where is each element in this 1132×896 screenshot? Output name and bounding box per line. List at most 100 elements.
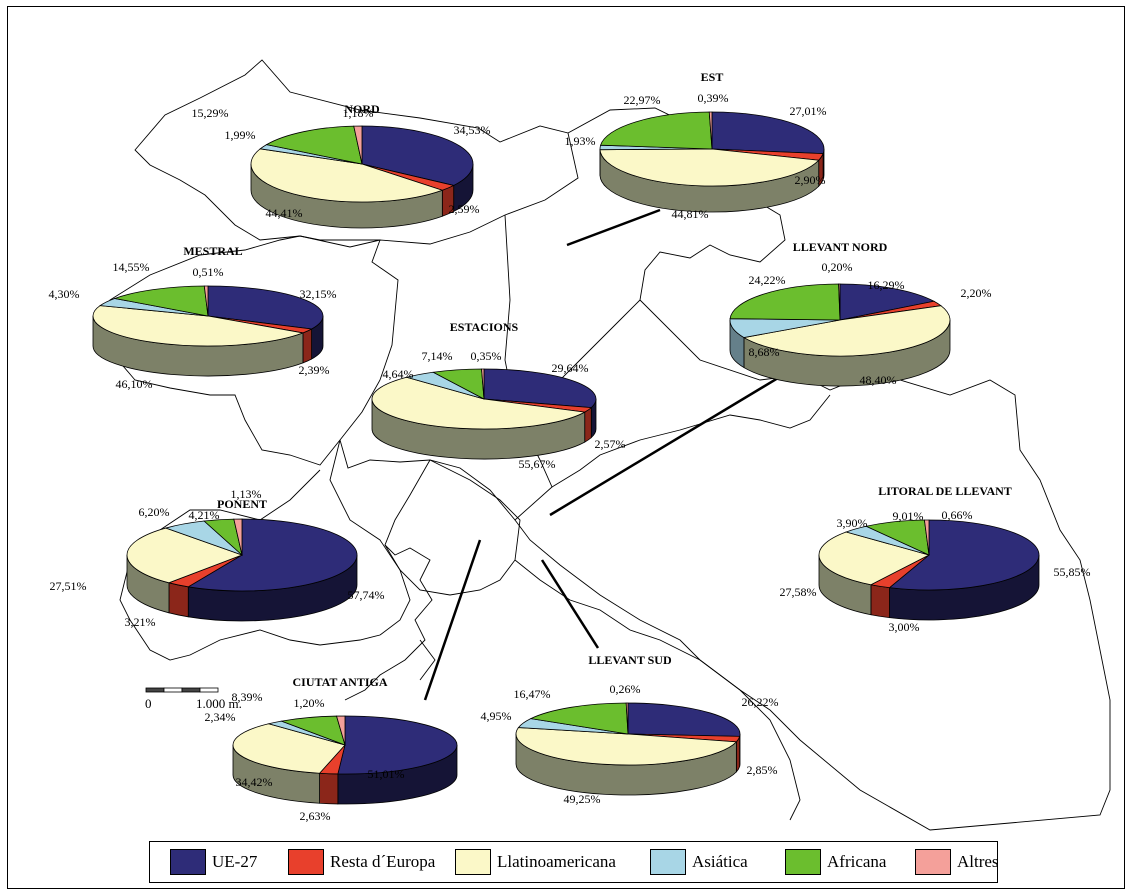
pie-nord: NORD 34,53% 2,59% 44,41% 1,99% 15,29% 1,18%: [192, 102, 491, 229]
pie-slice-africana: [729, 283, 841, 321]
pie-estacions: ESTACIONS 29,64% 2,57% 55,67% 4,64% 7,14% 0,35…: [371, 320, 626, 471]
pie-title: LLEVANT NORD: [793, 240, 888, 254]
pie-slice-llatinoamericana: [515, 727, 738, 766]
pie-title: CIUTAT ANTIGA: [292, 675, 387, 689]
leader-llevant-sud: [540, 559, 600, 649]
legend-label: Asiática: [692, 852, 748, 871]
pie-est: EST 27,01% 2,90% 44,81% 1,93% 22,97% 0,39%: [565, 70, 827, 221]
pie-title: PONENT: [217, 497, 267, 511]
pie-data-label: 27,58%: [780, 585, 817, 599]
pie-data-label: 51,01%: [368, 767, 405, 781]
pie-slice-llatinoamericana: [742, 305, 951, 357]
pie-data-label: 6,20%: [139, 505, 170, 519]
pie-slice-ue-27: [337, 715, 458, 775]
legend-swatch: [455, 849, 491, 875]
pie-data-label: 46,10%: [116, 377, 153, 391]
legend: UE-27 Resta d´Europa Llatinoamericana As…: [149, 841, 999, 883]
pie-data-label: 1,99%: [225, 128, 256, 142]
pie-slice-altres: [353, 125, 363, 165]
pie-data-label: 27,51%: [50, 579, 87, 593]
pie-slice-altres: [923, 519, 930, 556]
pie-data-label: 2,20%: [961, 286, 992, 300]
figure-frame: [7, 6, 1125, 889]
pie-data-label: 8,39%: [232, 690, 263, 704]
pie-slice-ue-27: [839, 283, 936, 321]
pie-side-resta-d-europa: [168, 582, 189, 618]
pie-title: LLEVANT SUD: [588, 653, 672, 667]
scale-zero-label: 0: [145, 696, 152, 711]
leader-lines: [423, 208, 784, 701]
legend-label: Africana: [827, 852, 887, 871]
pie-data-label: 7,14%: [422, 349, 453, 363]
pie-title: ESTACIONS: [450, 320, 519, 334]
pie-data-label: 2,85%: [747, 763, 778, 777]
pie-data-label: 4,30%: [49, 287, 80, 301]
pie-data-label: 49,25%: [564, 792, 601, 806]
pie-data-label: 2,39%: [299, 363, 330, 377]
pie-data-label: 3,00%: [889, 620, 920, 634]
pie-slice-altres: [708, 111, 713, 150]
pie-data-label: 44,41%: [266, 206, 303, 220]
pie-slice-llatinoamericana: [126, 527, 244, 584]
legend-label: Resta d´Europa: [330, 852, 436, 871]
pie-slice-africana: [529, 702, 629, 735]
pie-slice-ue-27: [627, 702, 741, 737]
pie-side-resta-d-europa: [319, 772, 339, 805]
pie-data-label: 1,18%: [343, 106, 374, 120]
pie-data-label: 1,20%: [294, 696, 325, 710]
pie-llevant-sud: LLEVANT SUD 26,22% 2,85% 49,25% 4,95%16,47% 0…: [481, 653, 779, 806]
pie-slice-ue-27: [888, 519, 1040, 591]
pie-data-label: 55,85%: [1054, 565, 1091, 579]
pie-data-label: 16,47%: [514, 687, 551, 701]
pie-data-label: 2,59%: [449, 202, 480, 216]
pie-slice-llatinoamericana: [599, 148, 820, 187]
pie-data-label: 34,53%: [454, 123, 491, 137]
pie-data-label: 1,93%: [565, 134, 596, 148]
pie-side-resta-d-europa: [870, 584, 890, 619]
legend-label: Altres: [957, 852, 999, 871]
pie-mestral: MESTRAL 32,15% 2,39% 46,10% 4,30% 14,55% 0,51%: [49, 244, 337, 391]
pie-data-label: 16,29%: [868, 278, 905, 292]
pie-data-label: 2,90%: [795, 173, 826, 187]
pie-data-label: 29,64%: [552, 361, 589, 375]
pie-slice-africana: [265, 125, 363, 165]
pie-ciutat-antiga: CIUTAT ANTIGA 51,01% 2,63% 34,42% 2,34% 8,39%…: [205, 675, 458, 823]
pie-data-label: 0,66%: [942, 508, 973, 522]
pie-data-label: 15,29%: [192, 106, 229, 120]
pie-slice-altres: [625, 702, 629, 735]
pie-data-label: 0,51%: [193, 265, 224, 279]
pie-slice-africana: [113, 285, 209, 317]
leader-est: [566, 208, 661, 247]
pie-slice-ue-27: [361, 125, 474, 186]
pie-slice-llatinoamericana: [371, 376, 586, 430]
pie-side-resta-d-europa: [584, 406, 592, 443]
pie-data-label: 4,21%: [189, 508, 220, 522]
pie-slice-llatinoamericana: [818, 531, 931, 586]
pie-slice-altres: [203, 285, 209, 317]
pie-data-label: 0,26%: [610, 682, 641, 696]
pie-side-resta-d-europa: [302, 328, 312, 364]
legend-label: Llatinoamericana: [497, 852, 616, 871]
pie-title: EST: [701, 70, 724, 84]
leader-ciutat-antiga: [423, 539, 482, 701]
pie-slice-ue-27: [483, 368, 597, 409]
pie-litoral-de-llevant: LITORAL DE LLEVANT 55,85% 3,00% 27,58% 3,90%…: [780, 484, 1091, 634]
outline-nord: [134, 59, 579, 248]
pie-data-label: 27,01%: [790, 104, 827, 118]
pie-data-label: 4,95%: [481, 709, 512, 723]
pie-data-label: 26,22%: [742, 695, 779, 709]
pie-data-label: 3,90%: [837, 516, 868, 530]
pie-ponent: PONENT 57,74% 3,21% 27,51% 6,20% 4,21% 1,13%: [50, 487, 385, 629]
legend-swatch: [288, 849, 324, 875]
pie-slice-africana: [600, 111, 713, 150]
pie-llevant-nord: LLEVANT NORD 16,29% 2,20% 48,40% 8,68% 24,22%…: [729, 240, 992, 387]
pie-data-label: 2,57%: [595, 437, 626, 451]
legend-swatch: [785, 849, 821, 875]
scale-end-label: 1.000 m.: [196, 696, 242, 711]
pie-data-label: 34,42%: [236, 775, 273, 789]
pie-slice-altres: [233, 518, 243, 556]
pie-data-label: 2,34%: [205, 710, 236, 724]
legend-label: UE-27: [212, 852, 258, 871]
pie-slice-llatinoamericana: [250, 148, 444, 203]
